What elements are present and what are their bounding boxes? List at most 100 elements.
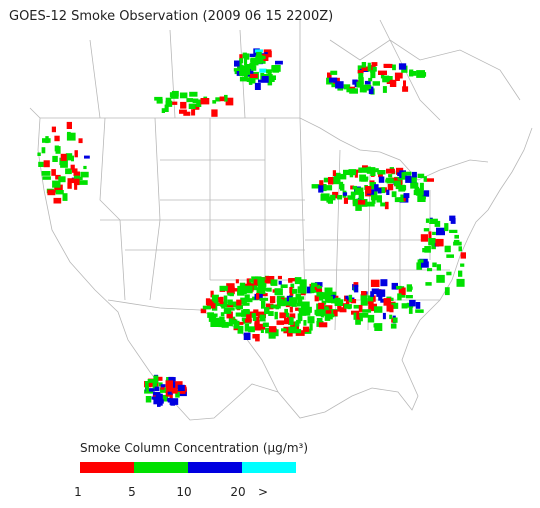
smoke-pixel	[228, 307, 235, 311]
smoke-pixel	[453, 241, 462, 246]
smoke-pixel	[357, 70, 364, 74]
smoke-pixel	[331, 83, 336, 88]
smoke-pixel	[264, 307, 270, 315]
smoke-pixel	[392, 317, 398, 323]
smoke-pixel	[370, 194, 378, 201]
colorbar-segment	[242, 462, 296, 473]
smoke-pixel	[354, 187, 364, 195]
smoke-pixel	[266, 51, 272, 58]
smoke-pixel	[186, 98, 193, 103]
smoke-pixel	[335, 81, 344, 89]
smoke-pixel	[320, 194, 329, 201]
smoke-pixel	[435, 238, 444, 247]
smoke-pixel	[412, 171, 417, 178]
smoke-pixel	[347, 195, 356, 200]
smoke-pixel	[358, 167, 368, 173]
smoke-pixel	[454, 234, 459, 239]
smoke-pixel	[177, 384, 185, 391]
smoke-pixel	[240, 297, 247, 305]
smoke-pixel	[168, 376, 174, 382]
smoke-pixel	[410, 182, 419, 189]
smoke-pixel	[227, 292, 234, 296]
smoke-pixel	[237, 325, 244, 334]
smoke-pixel	[38, 161, 44, 167]
smoke-pixel	[233, 320, 240, 329]
smoke-pixel	[202, 305, 211, 310]
smoke-pixel	[157, 393, 162, 400]
smoke-pixel	[327, 313, 335, 318]
smoke-pixel	[300, 284, 306, 290]
smoke-pixel	[321, 300, 327, 305]
smoke-pixel	[279, 302, 286, 307]
smoke-pixel	[380, 279, 388, 287]
smoke-pixel	[340, 183, 345, 191]
smoke-pixel	[264, 52, 268, 56]
smoke-pixel	[196, 99, 202, 107]
smoke-pixel	[43, 160, 50, 168]
smoke-pixel	[377, 170, 386, 175]
smoke-pixel	[265, 327, 273, 334]
smoke-pixel	[239, 68, 248, 77]
colorbar: 1 5 10 20 >	[74, 462, 296, 499]
smoke-pixel	[398, 287, 406, 295]
smoke-pixel	[296, 296, 304, 300]
smoke-pixel	[74, 150, 78, 158]
smoke-pixel	[389, 314, 393, 320]
smoke-pixel	[66, 121, 72, 129]
smoke-pixel	[367, 314, 375, 323]
smoke-pixel	[255, 316, 260, 323]
smoke-pixel	[420, 234, 428, 242]
smoke-pixel	[325, 296, 333, 303]
smoke-pixel	[243, 332, 251, 340]
smoke-pixel	[248, 326, 255, 333]
smoke-pixel	[303, 320, 307, 326]
colorbar-tick-label: 5	[128, 485, 136, 499]
smoke-pixel	[357, 200, 366, 205]
smoke-pixel	[394, 72, 403, 79]
smoke-pixel	[330, 70, 338, 75]
smoke-pixel	[262, 322, 269, 327]
smoke-pixel	[62, 193, 68, 201]
smoke-pixel	[375, 168, 379, 173]
smoke-pixel	[207, 303, 216, 309]
smoke-pixel	[239, 58, 244, 64]
smoke-pixel	[157, 400, 163, 406]
smoke-pixel	[167, 391, 173, 395]
smoke-pixel	[259, 68, 267, 73]
smoke-pixel	[318, 302, 325, 310]
smoke-pixel	[248, 79, 253, 85]
smoke-pixel	[353, 312, 358, 320]
smoke-pixel	[193, 105, 200, 110]
smoke-pixel	[234, 70, 238, 75]
smoke-pixel	[219, 285, 228, 291]
smoke-pixel	[356, 81, 364, 88]
smoke-pixel	[318, 322, 328, 328]
smoke-pixel	[219, 296, 224, 305]
smoke-pixel	[408, 306, 413, 314]
title: GOES-12 Smoke Observation (2009 06 15 22…	[9, 9, 333, 24]
smoke-pixel	[327, 72, 332, 80]
smoke-pixel	[279, 312, 287, 319]
smoke-pixel	[298, 308, 306, 316]
smoke-pixel	[352, 185, 357, 190]
smoke-pixel	[396, 285, 402, 289]
smoke-pixel	[252, 334, 256, 339]
smoke-pixel	[151, 396, 158, 400]
smoke-pixel	[74, 183, 78, 190]
smoke-pixel	[165, 380, 173, 389]
smoke-pixel	[268, 326, 277, 333]
smoke-pixel	[289, 291, 294, 296]
smoke-pixel	[297, 313, 303, 322]
smoke-pixel	[361, 62, 367, 68]
smoke-pixel	[265, 303, 274, 310]
smoke-pixel	[449, 229, 458, 233]
smoke-pixel	[389, 167, 394, 171]
smoke-pixel	[272, 305, 281, 309]
smoke-pixel	[47, 189, 56, 196]
smoke-pixel	[319, 180, 324, 186]
smoke-pixel	[242, 52, 247, 59]
smoke-pixel	[316, 318, 323, 322]
smoke-pixel	[428, 238, 436, 246]
smoke-pixel	[272, 66, 280, 73]
smoke-pixel	[145, 388, 153, 392]
